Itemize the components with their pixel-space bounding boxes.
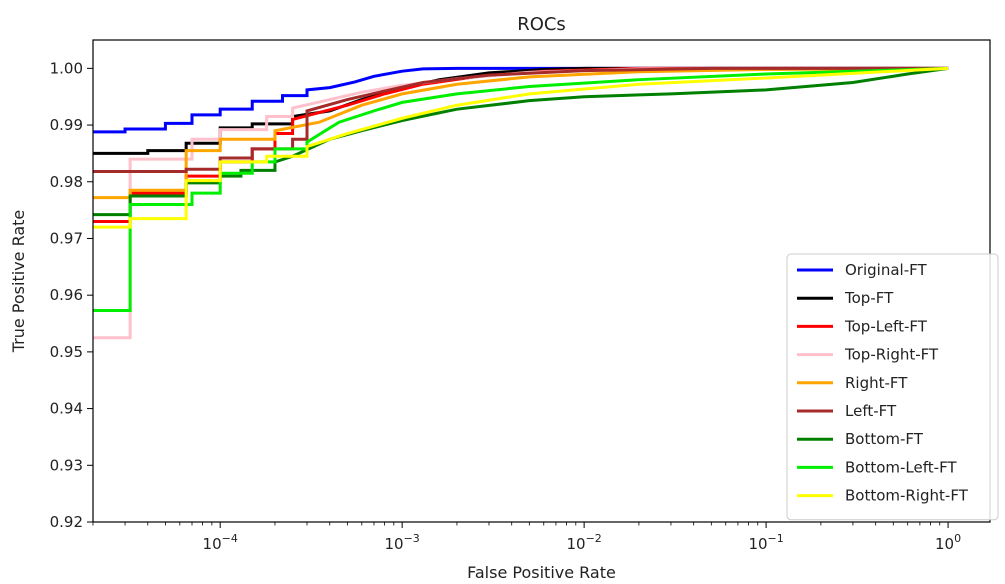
y-tick-label: 0.98 (50, 173, 83, 191)
legend-label: Top-Left-FT (844, 317, 928, 335)
plot-area: 0.92 0.93 0.94 0.95 0.96 0.97 0.98 0.99 1.00 10−4… (50, 39, 991, 553)
y-tick-label: 0.93 (50, 456, 83, 474)
y-tick-label: 0.95 (50, 343, 83, 361)
legend-box (786, 253, 999, 521)
x-axis-title: False Positive Rate (467, 563, 616, 582)
y-tick-label: 0.96 (50, 286, 83, 304)
x-tick-label: 10−2 (566, 532, 601, 553)
legend-label: Left-FT (845, 402, 897, 420)
x-tick-label: 10−1 (748, 532, 783, 553)
series-line-right-ft (93, 66, 949, 200)
y-tick-label: 0.97 (50, 229, 83, 247)
series-line-original-ft (93, 66, 949, 134)
legend-label: Top-Right-FT (844, 346, 939, 364)
y-tick-label: 0.92 (50, 513, 83, 531)
series-line-left-ft (93, 66, 949, 174)
series-lines (93, 66, 949, 340)
legend-label: Bottom-FT (845, 430, 924, 448)
chart-title: ROCs (517, 14, 566, 35)
x-tick-label: 10−4 (203, 532, 238, 553)
y-tick-label: 1.00 (50, 59, 83, 77)
legend-label: Top-FT (844, 289, 894, 307)
y-tick-label: 0.94 (50, 400, 83, 418)
legend-label: Original-FT (845, 261, 927, 279)
legend-label: Bottom-Right-FT (845, 487, 969, 505)
y-tick-label: 0.99 (50, 116, 83, 134)
series-line-bottom-right-ft (93, 66, 949, 229)
x-tick-label: 10−3 (385, 532, 420, 553)
series-line-bottom-left-ft (93, 66, 949, 312)
y-axis-title: True Positive Rate (9, 210, 28, 354)
legend: Original-FT Top-FT Top-Left-FT Top-Right-FT… (786, 253, 999, 521)
x-tick-label: 100 (935, 532, 961, 553)
legend-label: Bottom-Left-FT (845, 458, 957, 476)
legend-label: Right-FT (845, 374, 908, 392)
